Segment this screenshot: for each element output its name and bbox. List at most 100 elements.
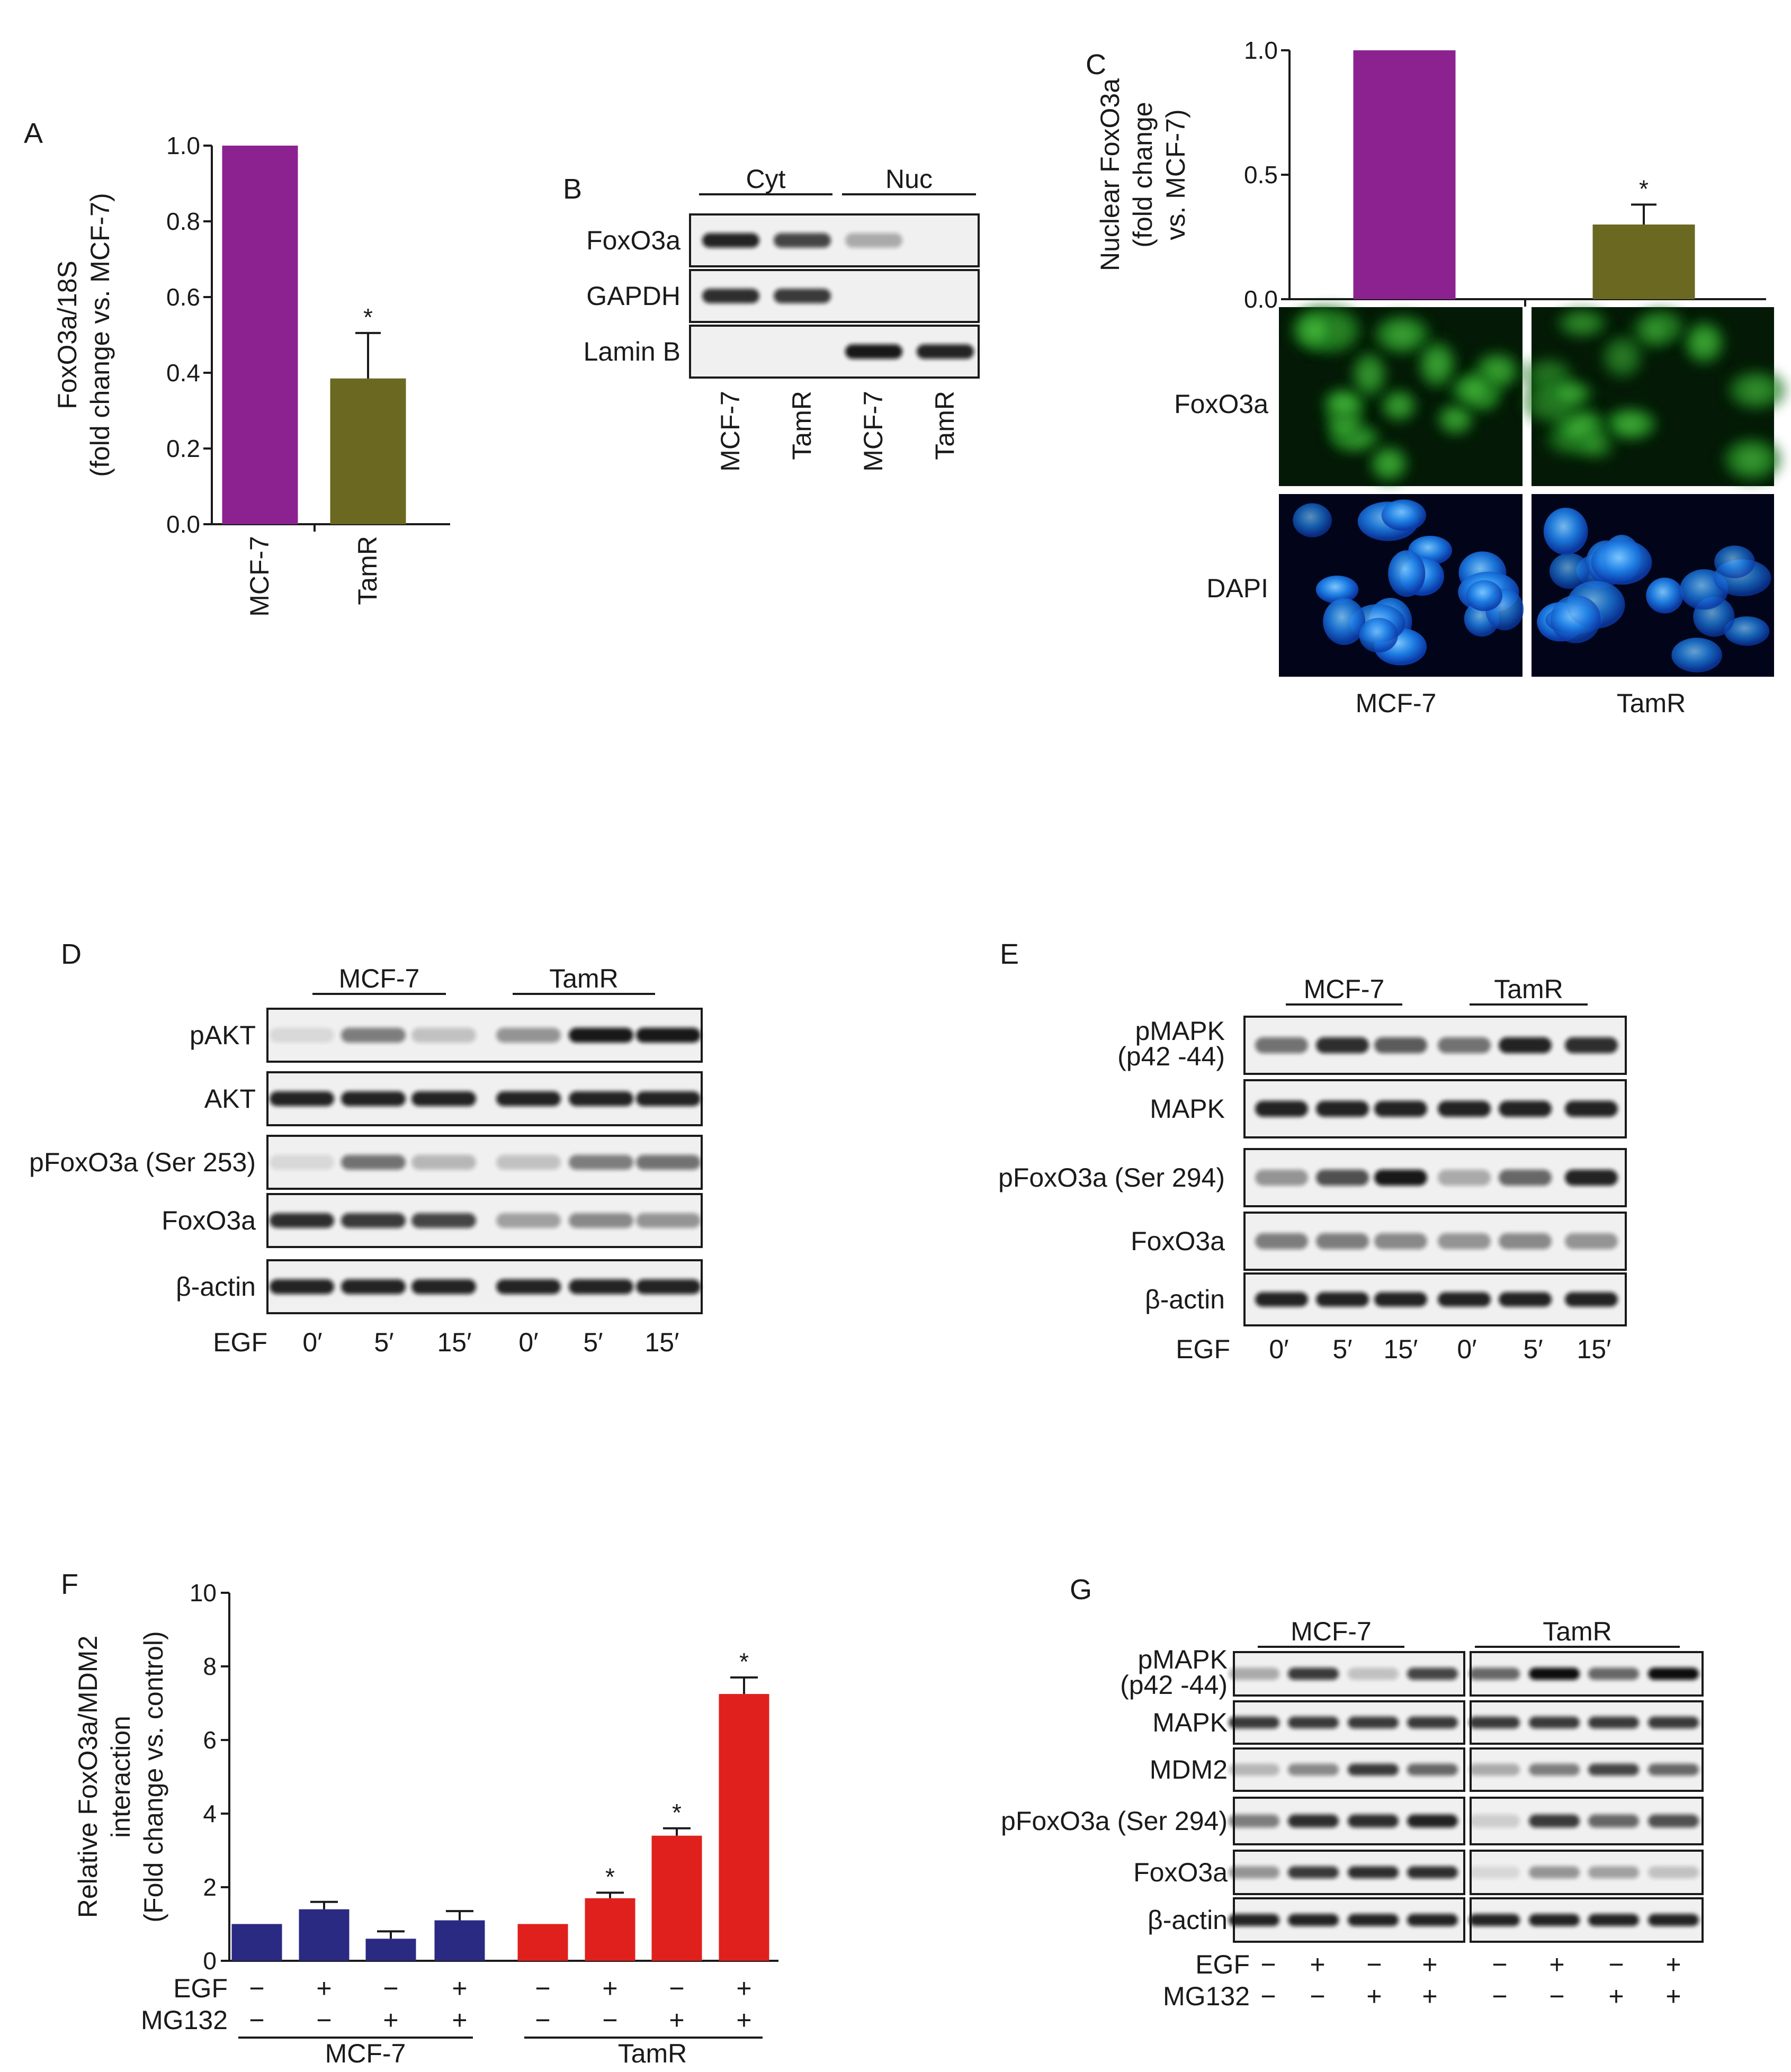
condition-sign: + [1665,1950,1681,1979]
row-label: β-actin [176,1272,256,1302]
lane-label: MCF-7 [858,391,888,472]
band [1648,1814,1699,1828]
mg132-sign: − [602,2005,617,2035]
band [569,1091,633,1106]
mg132-sign: + [669,2005,684,2035]
time-label: 0′ [1269,1334,1288,1364]
time-label: 0′ [1457,1334,1476,1364]
row-label: FoxO3a [162,1206,256,1235]
nucleus [1724,616,1770,646]
cell [1351,351,1387,398]
cell [1556,308,1608,338]
cell [1631,311,1672,350]
band [1407,1866,1458,1879]
band [1255,1292,1308,1307]
condition-label: MG132 [141,2005,228,2035]
category-label: TamR [353,536,382,605]
row-label: pAKT [190,1020,256,1050]
egf-sign: − [669,1974,684,2003]
blot-d: MCF-7 TamR pAKT AKT pFoxO3a (Ser 253) FoxO3a β… [29,964,703,1357]
band [496,1028,561,1043]
blot-membrane [1243,1148,1627,1207]
cell [1418,340,1457,389]
nucleus [1671,638,1722,672]
image-row-label: DAPI [1206,573,1268,603]
image-col-label: MCF-7 [1356,688,1437,718]
band [1565,1037,1618,1054]
blot-e: MCF-7 TamR pMAPK(p42 -44) MAPK pFoxO3a (Ser … [998,974,1627,1364]
row-label: MAPK [1152,1708,1228,1737]
nucleus [1315,575,1359,604]
row-label: (p42 -44) [1120,1670,1228,1700]
band [341,1279,406,1294]
bar [365,1939,416,1961]
time-label: 5′ [1523,1334,1543,1364]
cell [1723,437,1780,481]
row-label: pFoxO3a (Ser 294) [998,1163,1225,1192]
band [1229,1914,1279,1926]
band [496,1091,561,1106]
group-label: MCF-7 [339,964,420,993]
band [1316,1100,1369,1117]
y-tick-label: 0.6 [166,283,200,311]
panel-b: B Cyt Nuc FoxO3a GAPDH Lamin B MCF-7 TamR MCF-7… [563,164,980,472]
row-label: FoxO3a [1133,1858,1228,1887]
y-tick-label: 0.0 [166,510,200,538]
row-label: β-actin [1148,1905,1228,1935]
bar [1592,225,1695,299]
panel-d-letter: D [61,938,82,970]
nucleus [1466,580,1502,612]
band [1288,1814,1339,1828]
band [1469,1763,1520,1776]
panel-e: E MCF-7 TamR pMAPK(p42 -44) MAPK pFoxO3a (Se… [998,938,1627,1364]
bar [330,378,406,524]
foxo3a-micrograph [1279,306,1523,486]
band [1648,1866,1699,1879]
band [1588,1814,1639,1828]
panel-c-letter: C [1086,49,1106,80]
egf-sign: + [316,1974,332,2003]
row-label: MAPK [1150,1094,1225,1124]
panel-a: A 0.0 0.2 0.4 0.6 0.8 1.0 FoxO3a/18S (fold chan… [24,118,450,617]
band [1565,1100,1618,1117]
band [341,1091,406,1106]
time-label: 15′ [645,1327,679,1357]
nucleus [1381,499,1426,531]
condition-sign: − [1608,1950,1624,1979]
y-axis-label-line: Nuclear FoxO3a [1095,78,1125,271]
cell [1373,315,1431,355]
band [1288,1763,1339,1776]
band [774,233,831,248]
y-axis-label-line: (fold change vs. MCF-7) [85,193,115,477]
band [1588,1667,1639,1680]
egf-sign: + [452,1974,467,2003]
bar [434,1920,485,1961]
band [1529,1763,1580,1776]
band [1499,1233,1552,1250]
band [1469,1814,1520,1828]
band [1374,1037,1427,1054]
mg132-sign: + [383,2005,398,2035]
panel-d: D MCF-7 TamR pAKT AKT pFoxO3a (Ser 253) FoxO3… [29,938,703,1357]
band [1374,1100,1427,1117]
time-label: 5′ [1332,1334,1352,1364]
band [1374,1233,1427,1250]
y-tick-label: 1.0 [166,132,200,159]
condition-sign: − [1366,1950,1382,1979]
group-label: TamR [1494,974,1563,1004]
band [1648,1667,1699,1680]
cell [1547,379,1593,408]
panel-g: G MCF-7 TamR pMAPK(p42 -44) MAPK MDM2 pFoxO3a… [1001,1574,1704,2011]
mg132-sign: − [535,2005,550,2035]
group-label: TamR [549,964,619,993]
y-tick-label: 0 [203,1947,217,1975]
condition-sign: − [1310,1981,1325,2011]
significance-marker: * [672,1799,682,1826]
band [1499,1037,1552,1054]
y-tick-label: 10 [190,1579,217,1607]
band [702,289,759,303]
y-axis-label: Relative FoxO3a/MDM2 interaction (Fold cha… [73,1631,168,1922]
band [1407,1667,1458,1680]
cell [1437,403,1475,435]
band [1438,1037,1491,1054]
